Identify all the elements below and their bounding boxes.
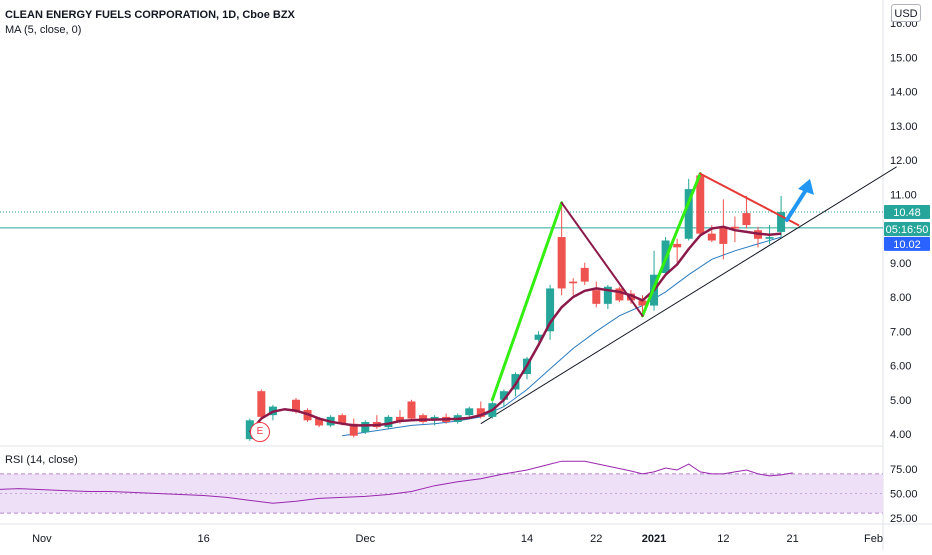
time-tick-label: Nov [32,533,52,545]
candle-down [569,282,577,284]
price-tick-label: 15.00 [890,52,918,64]
price-tick-label: 12.00 [890,155,918,167]
price-tick-label: 14.00 [890,87,918,99]
candle-up [766,237,774,239]
rsi-tick-label: 50.00 [890,489,918,501]
rsi-tick-label: 75.00 [890,464,918,476]
red-leg-line [562,203,643,316]
time-tick-label: 16 [197,533,209,545]
currency-button[interactable]: USD [891,4,921,22]
last-price-label: 10.48 [893,207,921,219]
candle-down [742,213,750,225]
candle-up [465,408,473,415]
candle-down [673,244,681,247]
chart-title: CLEAN ENERGY FUELS CORPORATION, 1D, Cboe… [5,8,295,22]
ma5-line [250,227,781,432]
price-tick-label: 5.00 [890,395,911,407]
price-tick-label: 8.00 [890,292,911,304]
time-tick-label: 21 [787,533,799,545]
rsi-tick-label: 25.00 [890,513,918,525]
candle-down [558,237,566,288]
countdown-label: 05:16:50 [886,224,929,236]
time-tick-label: Dec [356,533,376,545]
cursor-price-label: 10.02 [893,239,921,251]
ma-legend[interactable]: MA (5, close, 0) [5,23,81,37]
price-tick-label: 13.00 [890,121,918,133]
price-tick-label: 6.00 [890,361,911,373]
candle-down [719,227,727,244]
candle-down [708,234,716,241]
rsi-legend[interactable]: RSI (14, close) [5,453,78,467]
time-tick-label: 12 [717,533,729,545]
blue-arrow-shaft [787,187,808,220]
candle-down [581,268,589,282]
candle-down [257,391,265,417]
candle-down [408,401,416,418]
price-tick-label: 4.00 [890,429,911,441]
time-tick-label: Feb [864,533,883,545]
time-tick-label: 2021 [642,533,666,545]
price-tick-label: 9.00 [890,258,911,270]
time-tick-label: 22 [590,533,602,545]
candle-down [592,290,600,304]
price-tick-label: 11.00 [890,189,917,201]
earnings-marker-icon[interactable]: E [250,422,270,442]
price-tick-label: 7.00 [890,326,911,338]
time-tick-label: 14 [521,533,533,545]
candle-up [361,422,369,432]
